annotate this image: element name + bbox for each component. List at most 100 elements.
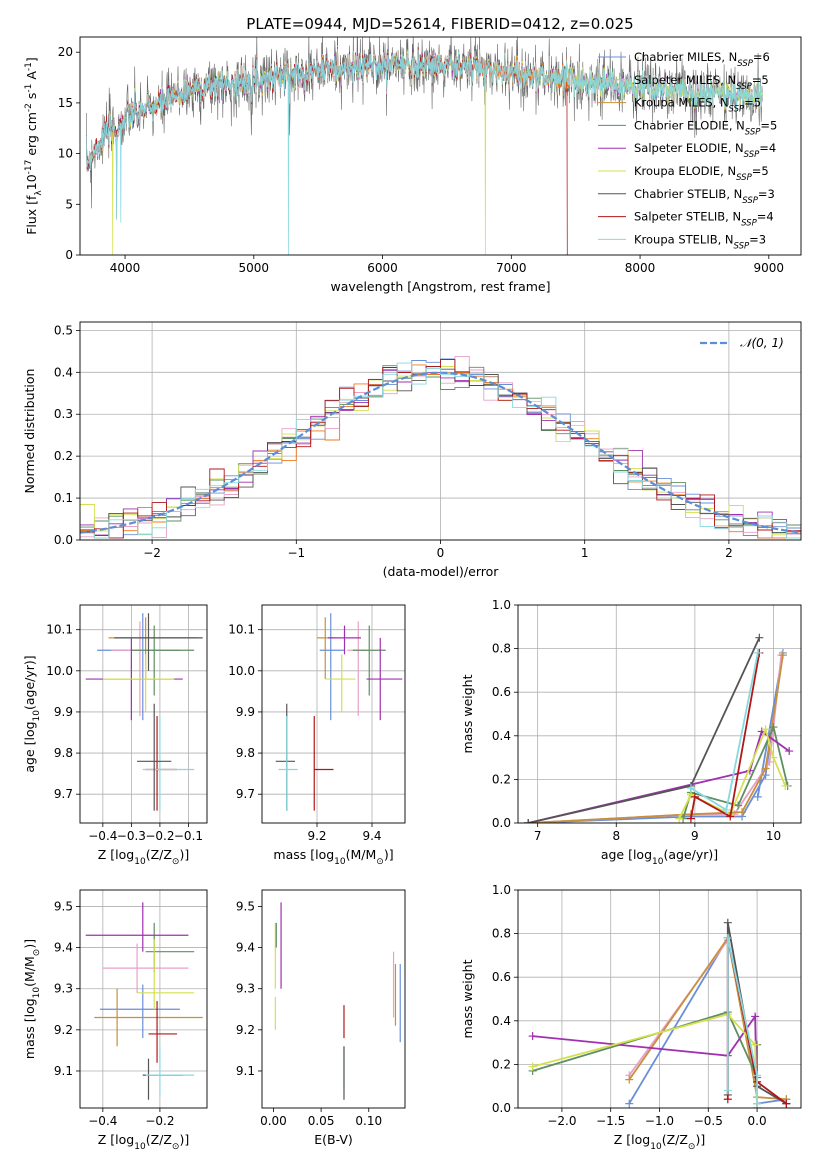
plot-area — [80, 605, 207, 823]
series-point — [785, 747, 794, 756]
y-tick-label: 9.5 — [236, 899, 255, 913]
series-point — [686, 784, 695, 793]
y-tick-label: 9.2 — [236, 1023, 255, 1037]
legend: Chabrier MILES, NSSP=6 Salpeter MILES, NS… — [598, 50, 777, 251]
x-axis-label: wavelength [Angstrom, rest frame] — [330, 279, 550, 294]
series-point — [755, 633, 764, 642]
spectrum-data-line — [86, 37, 763, 220]
y-axis-label: mass [log10(M/M⊙)] — [22, 939, 42, 1059]
x-tick-label: −0.3 — [117, 829, 146, 843]
panel-mass_weight_vs_Z: −2.0 −1.5 −1.0 −0.5 0.0 0.0 0.2 0.4 0.6 0.8 1.0 Z [… — [460, 883, 802, 1152]
axes-frame — [79, 321, 802, 541]
series-point — [769, 753, 778, 762]
x-tick-label: 0 — [437, 546, 445, 560]
histogram-step — [80, 362, 801, 539]
x-axis-label: mass [log10(M/M⊙)] — [273, 847, 393, 867]
x-tick-label: −0.5 — [694, 1114, 723, 1128]
legend-label: Kroupa STELIB, NSSP=3 — [634, 232, 766, 251]
spectrum-model-line — [86, 48, 763, 255]
series-point — [738, 808, 747, 817]
series-point — [625, 1099, 634, 1108]
x-axis-label: age [log10(age/yr)] — [601, 847, 718, 867]
plot-area — [274, 902, 401, 1100]
y-tick-label: 0.6 — [492, 685, 511, 699]
x-tick-label: −1.0 — [645, 1114, 674, 1128]
x-tick-label: −1 — [287, 546, 305, 560]
series-point — [753, 648, 762, 657]
x-tick-label: 1 — [581, 546, 589, 560]
y-axis-label: mass weight — [460, 674, 475, 753]
series-point — [723, 1086, 732, 1095]
x-tick-label: 8000 — [625, 261, 656, 275]
x-axis-label: Z [log10(Z/Z⊙)] — [98, 847, 189, 867]
x-tick-label: 0.05 — [308, 1114, 335, 1128]
y-tick-label: 0.4 — [54, 365, 73, 379]
panel-spectrum: 4000 5000 6000 7000 8000 9000 0 5 10 15 20 waveleng… — [24, 36, 802, 294]
panel-age_vs_Z: −0.4 −0.3 −0.2 −0.1 9.7 9.8 9.9 10.0 10.1 Z [log1… — [22, 604, 208, 867]
series-point — [761, 764, 770, 773]
x-axis-label: Z [log10(Z/Z⊙)] — [614, 1132, 705, 1152]
y-axis-label: Flux [fλ10-17 erg cm-2 s-1 A-1] — [24, 57, 44, 235]
y-tick-label: 0.4 — [492, 729, 511, 743]
series-point — [781, 781, 790, 790]
series-point — [723, 1095, 732, 1104]
x-tick-label: −2.0 — [547, 1114, 576, 1128]
y-tick-label: 9.1 — [236, 1064, 255, 1078]
y-tick-label: 10.1 — [46, 623, 73, 637]
series-point — [751, 1012, 760, 1021]
x-tick-label: 9000 — [754, 261, 785, 275]
series-point — [686, 814, 695, 823]
series-line — [726, 937, 758, 1104]
panel-age_vs_mass: 9.2 9.4 9.7 9.8 9.9 10.0 10.1 mass [log10(M/M⊙)… — [228, 604, 406, 867]
x-tick-label: 10 — [766, 829, 781, 843]
y-tick-label: 0.2 — [54, 449, 73, 463]
axes-frame — [261, 604, 406, 824]
legend-label: Salpeter MILES, NSSP=5 — [634, 73, 769, 92]
series-point — [726, 812, 735, 821]
series-point — [734, 801, 743, 810]
x-tick-label: 9.2 — [307, 829, 326, 843]
plot-area — [518, 605, 801, 823]
y-tick-label: 9.7 — [54, 787, 73, 801]
y-tick-label: 10.1 — [228, 623, 255, 637]
panel-mass_vs_ebv: 0.00 0.05 0.10 9.1 9.2 9.3 9.4 9.5 E(B-V) — [236, 889, 406, 1147]
plot-area — [80, 890, 207, 1108]
y-tick-label: 0.2 — [492, 772, 511, 786]
panel-mass_vs_Z: −0.4 −0.2 9.1 9.2 9.3 9.4 9.5 Z [log10(Z/Z⊙)] ma… — [22, 889, 208, 1152]
legend-label: 𝒩(0, 1) — [740, 336, 784, 350]
y-tick-label: 9.1 — [54, 1064, 73, 1078]
y-tick-label: 10.0 — [46, 664, 73, 678]
series-point — [751, 1040, 760, 1049]
series-point — [753, 1099, 762, 1108]
y-tick-label: 0.8 — [492, 927, 511, 941]
y-tick-label: 0.0 — [54, 533, 73, 547]
y-tick-label: 1.0 — [492, 598, 511, 612]
series-point — [625, 1075, 634, 1084]
axes-frame — [79, 604, 208, 824]
legend-label: Kroupa MILES, NSSP=5 — [634, 96, 761, 115]
y-tick-label: 0.0 — [492, 816, 511, 830]
x-tick-label: −0.2 — [145, 829, 174, 843]
x-tick-label: −1.5 — [596, 1114, 625, 1128]
y-tick-label: 9.3 — [54, 982, 73, 996]
series-point — [528, 1032, 537, 1041]
y-axis-label: Normed distribution — [22, 369, 37, 494]
y-tick-label: 9.9 — [236, 705, 255, 719]
y-tick-label: 9.8 — [54, 746, 73, 760]
series-point — [782, 1099, 791, 1108]
legend-label: Chabrier MILES, NSSP=6 — [634, 50, 770, 69]
legend-label: Salpeter ELODIE, NSSP=4 — [634, 141, 776, 160]
axes-frame — [261, 889, 406, 1109]
legend-label: Salpeter STELIB, NSSP=4 — [634, 210, 774, 229]
panel-mass_weight_vs_age: 7 8 9 10 0.0 0.2 0.4 0.6 0.8 1.0 age [log10(age/yr… — [460, 598, 802, 867]
y-tick-label: 9.4 — [236, 941, 255, 955]
y-tick-label: 9.8 — [236, 746, 255, 760]
x-tick-label: 5000 — [239, 261, 270, 275]
series-point — [778, 651, 787, 660]
y-tick-label: 0.1 — [54, 491, 73, 505]
y-tick-label: 15 — [58, 96, 73, 110]
y-tick-label: 0 — [65, 248, 73, 262]
x-tick-label: 8 — [612, 829, 620, 843]
y-tick-label: 9.3 — [236, 982, 255, 996]
